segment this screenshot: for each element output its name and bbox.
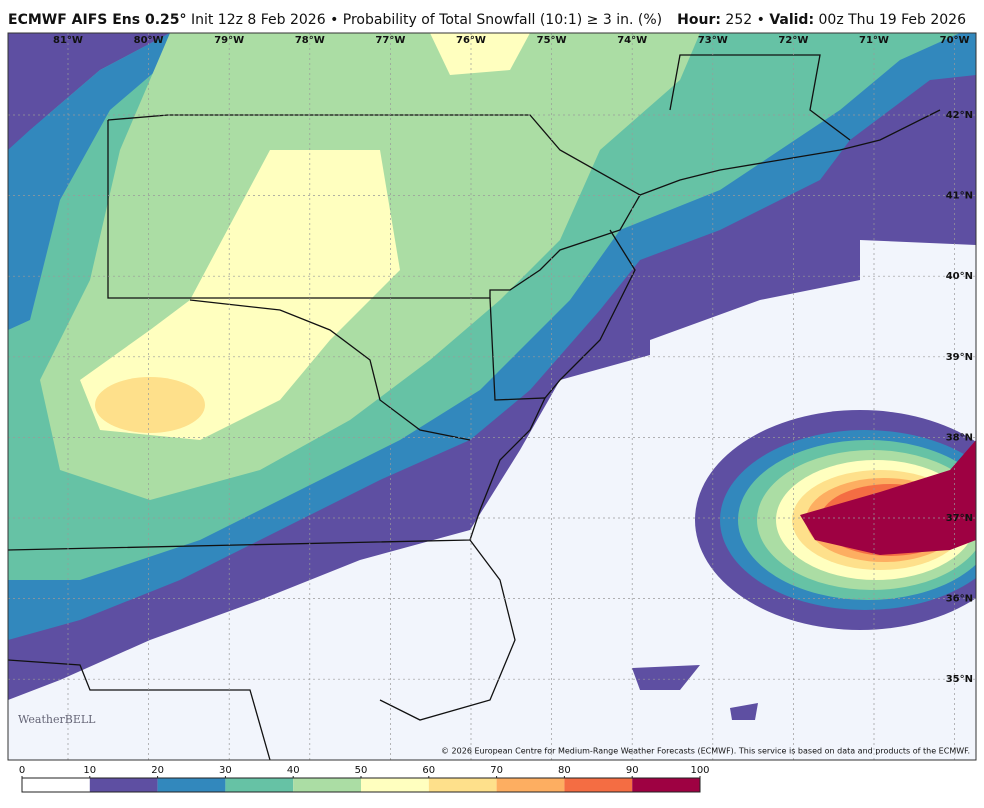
map-frame — [7, 32, 977, 761]
lat-label: 38°N — [946, 432, 973, 443]
hour: 252 — [725, 12, 752, 28]
borders — [8, 54, 941, 760]
colorbar-swatch — [157, 778, 226, 792]
lat-label: 36°N — [946, 594, 973, 605]
subtitle: Init 12z 8 Feb 2026 • Probability of Tot… — [191, 12, 662, 28]
copyright: © 2026 European Centre for Medium-Range … — [441, 747, 970, 756]
colorbar-swatch — [632, 778, 700, 792]
band-10-nw — [8, 33, 170, 150]
colorbar-tick-label: 0 — [19, 765, 25, 776]
lon-label: 74°W — [617, 35, 647, 46]
lon-label: 72°W — [778, 35, 808, 46]
colorbar-swatch — [22, 778, 90, 792]
colorbar-tick-label: 70 — [490, 765, 503, 776]
lon-label: 70°W — [940, 35, 970, 46]
colorbar-tick-label: 90 — [626, 765, 639, 776]
header: ECMWF AIFS Ens 0.25° Init 12z 8 Feb 2026… — [8, 12, 662, 28]
lat-label: 42°N — [946, 110, 973, 121]
colorbar-tick-label: 50 — [355, 765, 368, 776]
colorbar-tick-label: 10 — [83, 765, 96, 776]
lat-label: 37°N — [946, 513, 973, 524]
lon-label: 77°W — [375, 35, 405, 46]
colorbar-swatch — [89, 778, 158, 792]
colorbar-tick-label: 30 — [219, 765, 232, 776]
separator: • — [757, 12, 765, 28]
colorbar-tick-label: 100 — [690, 765, 709, 776]
colorbar-swatch — [361, 778, 429, 792]
lon-label: 75°W — [537, 35, 567, 46]
valid-label: Valid: — [769, 12, 814, 28]
lon-label: 81°W — [53, 35, 83, 46]
lat-label: 40°N — [946, 271, 973, 282]
colorbar-tick-label: 60 — [422, 765, 435, 776]
band-50-north — [430, 33, 530, 75]
valid-time: Hour: 252 • Valid: 00z Thu 19 Feb 2026 — [677, 12, 966, 28]
lon-label: 76°W — [456, 35, 486, 46]
colorbar-tick-label: 40 — [287, 765, 300, 776]
lon-label: 78°W — [295, 35, 325, 46]
title: ECMWF AIFS Ens 0.25° — [8, 12, 187, 28]
hour-label: Hour: — [677, 12, 721, 28]
watermark: WeatherBELL — [18, 713, 96, 726]
colorbar-swatch — [496, 778, 565, 792]
band-20-nw — [8, 33, 200, 330]
band-0 — [260, 545, 560, 760]
graticule — [8, 33, 976, 760]
colorbar-tick-label: 20 — [151, 765, 164, 776]
map — [8, 33, 976, 760]
lon-label: 80°W — [134, 35, 164, 46]
colorbar-tick-label: 80 — [558, 765, 571, 776]
lon-label: 79°W — [214, 35, 244, 46]
colorbar-swatch — [225, 778, 294, 792]
lat-label: 35°N — [946, 674, 973, 685]
band-50 — [80, 150, 400, 440]
valid: 00z Thu 19 Feb 2026 — [819, 12, 967, 28]
colorbar-swatch — [564, 778, 633, 792]
colorbar-swatch — [428, 778, 497, 792]
colorbar-swatch — [293, 778, 361, 792]
lat-label: 39°N — [946, 352, 973, 363]
lat-label: 41°N — [946, 191, 973, 202]
band-60 — [95, 377, 205, 433]
offshore-max — [632, 410, 976, 720]
lon-label: 71°W — [859, 35, 889, 46]
lon-label: 73°W — [698, 35, 728, 46]
